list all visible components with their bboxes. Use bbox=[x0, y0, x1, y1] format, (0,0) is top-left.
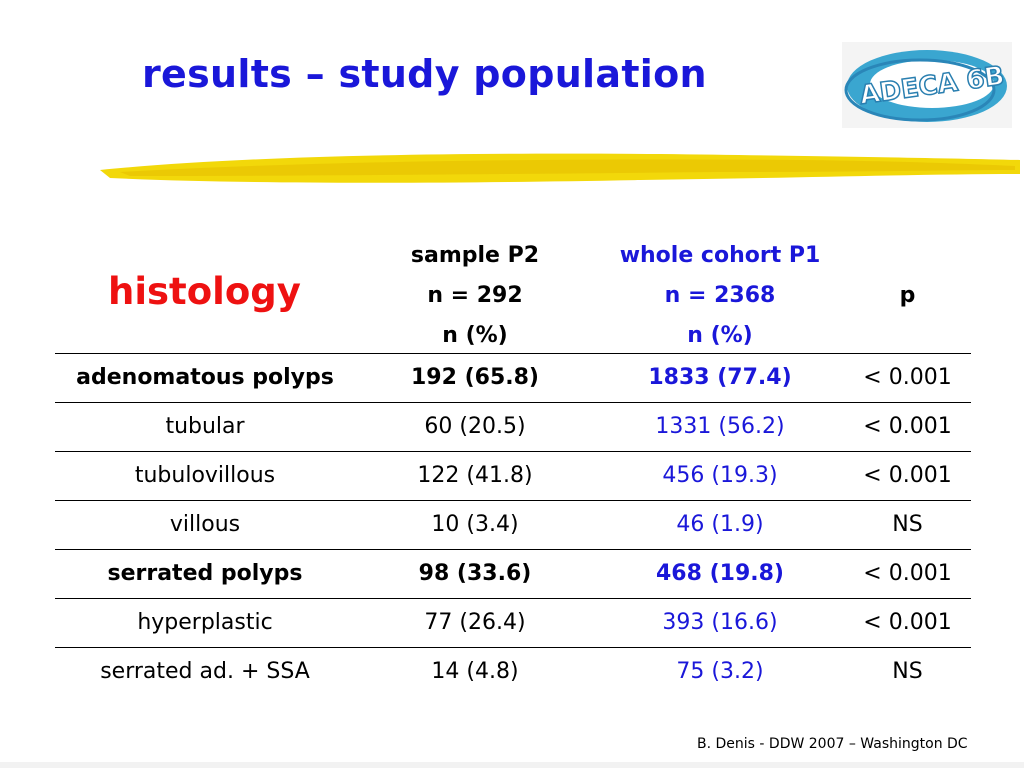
p-value: NS bbox=[892, 659, 923, 684]
slide-footer: B. Denis - DDW 2007 – Washington DC bbox=[697, 736, 968, 752]
table-row: tubulovillous 122 (41.8) 456 (19.3) < 0.… bbox=[55, 451, 971, 500]
row-label: hyperplastic bbox=[137, 610, 273, 635]
table-row: serrated polyps 98 (33.6) 468 (19.8) < 0… bbox=[55, 549, 971, 598]
sample-value: 192 (65.8) bbox=[411, 365, 539, 390]
p-value: < 0.001 bbox=[863, 610, 952, 635]
yellow-brushstroke-divider bbox=[100, 153, 1020, 183]
p-value: < 0.001 bbox=[863, 414, 952, 439]
column-header-cohort: whole cohort P1 n = 2368 n (%) bbox=[619, 243, 821, 348]
results-table: adenomatous polyps 192 (65.8) 1833 (77.4… bbox=[55, 353, 971, 696]
sample-value: 98 (33.6) bbox=[418, 561, 532, 586]
p-value: < 0.001 bbox=[863, 561, 952, 586]
row-label: adenomatous polyps bbox=[76, 365, 334, 390]
sample-value: 122 (41.8) bbox=[417, 463, 533, 488]
p-value: < 0.001 bbox=[863, 463, 952, 488]
row-label: tubular bbox=[165, 414, 245, 439]
table-row: tubular 60 (20.5) 1331 (56.2) < 0.001 bbox=[55, 402, 971, 451]
sample-value: 77 (26.4) bbox=[424, 610, 526, 635]
column-header-sample: sample P2 n = 292 n (%) bbox=[410, 243, 540, 348]
adeca-logo: ADECA 6B bbox=[842, 42, 1012, 128]
p-value: < 0.001 bbox=[863, 365, 952, 390]
p-value: NS bbox=[892, 512, 923, 537]
row-label: serrated polyps bbox=[107, 561, 303, 586]
row-label: serrated ad. + SSA bbox=[100, 659, 310, 684]
table-row: adenomatous polyps 192 (65.8) 1833 (77.4… bbox=[55, 353, 971, 402]
sample-value: 60 (20.5) bbox=[424, 414, 526, 439]
row-label: tubulovillous bbox=[134, 463, 276, 488]
cohort-value: 393 (16.6) bbox=[662, 610, 778, 635]
table-row: villous 10 (3.4) 46 (1.9) NS bbox=[55, 500, 971, 549]
column-header-p: p bbox=[899, 283, 916, 308]
table-row: hyperplastic 77 (26.4) 393 (16.6) < 0.00… bbox=[55, 598, 971, 647]
table-row: serrated ad. + SSA 14 (4.8) 75 (3.2) NS bbox=[55, 647, 971, 696]
cohort-value: 468 (19.8) bbox=[656, 561, 784, 586]
bottom-band bbox=[0, 762, 1024, 768]
slide-title: results – study population bbox=[142, 52, 707, 96]
cohort-value: 456 (19.3) bbox=[662, 463, 778, 488]
cohort-value: 1331 (56.2) bbox=[655, 414, 785, 439]
row-label: villous bbox=[169, 512, 241, 537]
cohort-value: 1833 (77.4) bbox=[648, 365, 792, 390]
cohort-value: 46 (1.9) bbox=[676, 512, 764, 537]
cohort-value: 75 (3.2) bbox=[676, 659, 764, 684]
sample-value: 10 (3.4) bbox=[431, 512, 519, 537]
histology-header: histology bbox=[108, 270, 301, 313]
sample-value: 14 (4.8) bbox=[431, 659, 519, 684]
